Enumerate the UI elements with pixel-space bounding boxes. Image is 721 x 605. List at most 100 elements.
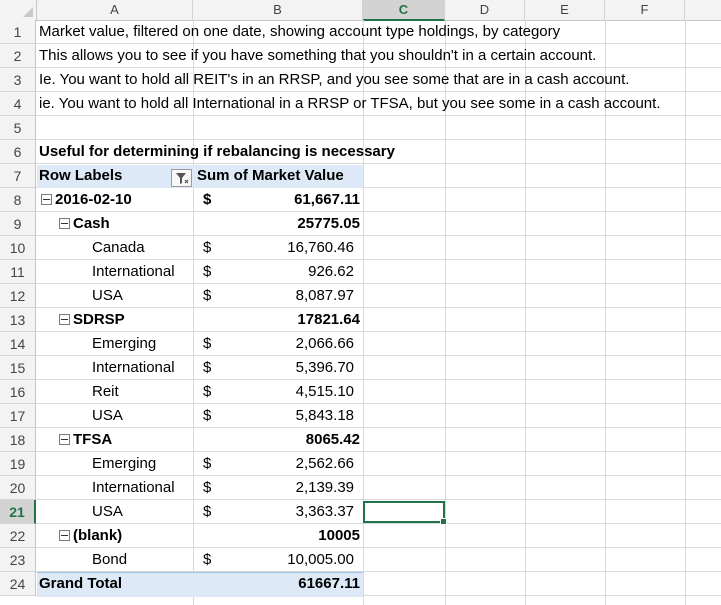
pivot-item-label[interactable]: International <box>92 359 175 376</box>
pivot-group-total[interactable]: 8065.42 <box>305 431 360 448</box>
row-header[interactable]: 13 <box>0 308 36 332</box>
note-line[interactable]: This allows you to see if you have somet… <box>39 47 597 64</box>
row-header[interactable]: 14 <box>0 332 36 356</box>
pivot-item-value[interactable]: 4,515.10 <box>295 383 354 400</box>
pivot-group-row[interactable]: SDRSP <box>59 308 125 332</box>
value-header[interactable]: Sum of Market Value <box>197 167 344 184</box>
collapse-icon[interactable] <box>59 313 70 325</box>
row-header[interactable]: 10 <box>0 236 36 260</box>
grid-line <box>36 283 721 284</box>
column-header-c[interactable]: C <box>363 0 445 21</box>
grid-line <box>36 67 721 68</box>
row-header[interactable]: 23 <box>0 548 36 572</box>
currency-symbol: $ <box>203 455 212 472</box>
note-line[interactable]: Market value, filtered on one date, show… <box>39 23 561 40</box>
pivot-item-label[interactable]: USA <box>92 503 123 520</box>
pivot-item-label[interactable]: USA <box>92 287 123 304</box>
row-header[interactable]: 22 <box>0 524 36 548</box>
row-header[interactable]: 3 <box>0 68 36 92</box>
grid-line <box>36 115 721 116</box>
note-line[interactable]: ie. You want to hold all International i… <box>39 95 661 112</box>
pivot-item-value[interactable]: 2,562.66 <box>295 455 354 472</box>
row-labels-header[interactable]: Row Labels <box>39 167 123 184</box>
row-header[interactable]: 20 <box>0 476 36 500</box>
pivot-group-total[interactable]: 25775.05 <box>297 215 360 232</box>
row-header-active[interactable]: 21 <box>0 500 36 524</box>
row-header[interactable]: 11 <box>0 260 36 284</box>
row-header[interactable]: 7 <box>0 164 36 188</box>
collapse-icon[interactable] <box>41 193 52 205</box>
row-header[interactable]: 24 <box>0 572 36 596</box>
pivot-group-total[interactable]: 10005 <box>318 527 360 544</box>
column-header-f[interactable]: F <box>605 0 685 20</box>
row-header[interactable]: 16 <box>0 380 36 404</box>
grid-line <box>685 20 686 605</box>
grid-line <box>36 331 721 332</box>
grid-line <box>36 43 721 44</box>
grid-line <box>36 259 721 260</box>
row-header[interactable]: 2 <box>0 44 36 68</box>
row-header[interactable]: 18 <box>0 428 36 452</box>
pivot-group-label: Cash <box>73 215 110 232</box>
column-header-e[interactable]: E <box>525 0 605 20</box>
row-header[interactable]: 5 <box>0 116 36 140</box>
grid-line <box>193 20 194 605</box>
grand-total-label[interactable]: Grand Total <box>39 575 123 592</box>
pivot-item-label[interactable]: Canada <box>92 239 145 256</box>
column-header-b[interactable]: B <box>193 0 363 20</box>
note-line[interactable]: Ie. You want to hold all REIT's in an RR… <box>39 71 630 88</box>
pivot-item-value[interactable]: 8,087.97 <box>295 287 354 304</box>
pivot-group-total[interactable]: 17821.64 <box>297 311 360 328</box>
grid-line <box>36 571 721 572</box>
pivot-item-value[interactable]: 2,066.66 <box>295 335 354 352</box>
pivot-group-label: SDRSP <box>73 311 125 328</box>
pivot-item-value[interactable]: 5,396.70 <box>295 359 354 376</box>
pivot-item-label[interactable]: International <box>92 479 175 496</box>
currency-symbol: $ <box>203 503 212 520</box>
pivot-item-value[interactable]: 16,760.46 <box>287 239 354 256</box>
pivot-item-label[interactable]: International <box>92 263 175 280</box>
pivot-item-label[interactable]: USA <box>92 407 123 424</box>
grand-total-band <box>37 572 363 597</box>
filter-dropdown-button[interactable] <box>171 169 192 187</box>
pivot-item-label[interactable]: Bond <box>92 551 128 568</box>
pivot-item-value[interactable]: 2,139.39 <box>295 479 354 496</box>
pivot-group-row[interactable]: (blank) <box>59 524 122 548</box>
column-header-a[interactable]: A <box>37 0 193 20</box>
pivot-item-value[interactable]: 926.62 <box>308 263 354 280</box>
pivot-item-value[interactable]: 3,363.37 <box>295 503 354 520</box>
row-header[interactable]: 8 <box>0 188 36 212</box>
pivot-date-row[interactable]: 2016-02-10 <box>41 188 132 212</box>
column-header-d[interactable]: D <box>445 0 525 20</box>
active-cell-selection[interactable] <box>363 501 447 525</box>
collapse-icon[interactable] <box>59 217 70 229</box>
grand-total-value[interactable]: 61667.11 <box>298 575 360 592</box>
pivot-group-row[interactable]: Cash <box>59 212 110 236</box>
pivot-caption[interactable]: Useful for determining if rebalancing is… <box>39 143 395 160</box>
row-header[interactable]: 19 <box>0 452 36 476</box>
column-header-bar: A B C D E F <box>0 0 721 21</box>
pivot-header-band <box>37 165 363 188</box>
pivot-item-label[interactable]: Emerging <box>92 335 157 352</box>
pivot-item-value[interactable]: 10,005.00 <box>287 551 354 568</box>
pivot-group-row[interactable]: TFSA <box>59 428 112 452</box>
pivot-item-value[interactable]: 5,843.18 <box>295 407 354 424</box>
select-all-button[interactable] <box>0 0 37 20</box>
pivot-item-label[interactable]: Emerging <box>92 455 157 472</box>
pivot-group-label: (blank) <box>73 527 123 544</box>
row-header[interactable]: 12 <box>0 284 36 308</box>
row-header[interactable]: 17 <box>0 404 36 428</box>
filter-icon <box>176 173 189 184</box>
grid-line <box>36 427 721 428</box>
pivot-item-label[interactable]: Reit <box>92 383 119 400</box>
row-header[interactable]: 9 <box>0 212 36 236</box>
row-header[interactable]: 6 <box>0 140 36 164</box>
collapse-icon[interactable] <box>59 433 70 445</box>
pivot-date-value[interactable]: 61,667.11 <box>294 191 360 208</box>
grid-line <box>36 379 721 380</box>
row-header[interactable]: 4 <box>0 92 36 116</box>
collapse-icon[interactable] <box>59 529 70 541</box>
row-header[interactable]: 1 <box>0 20 36 44</box>
row-header[interactable]: 15 <box>0 356 36 380</box>
grid-line <box>36 235 721 236</box>
